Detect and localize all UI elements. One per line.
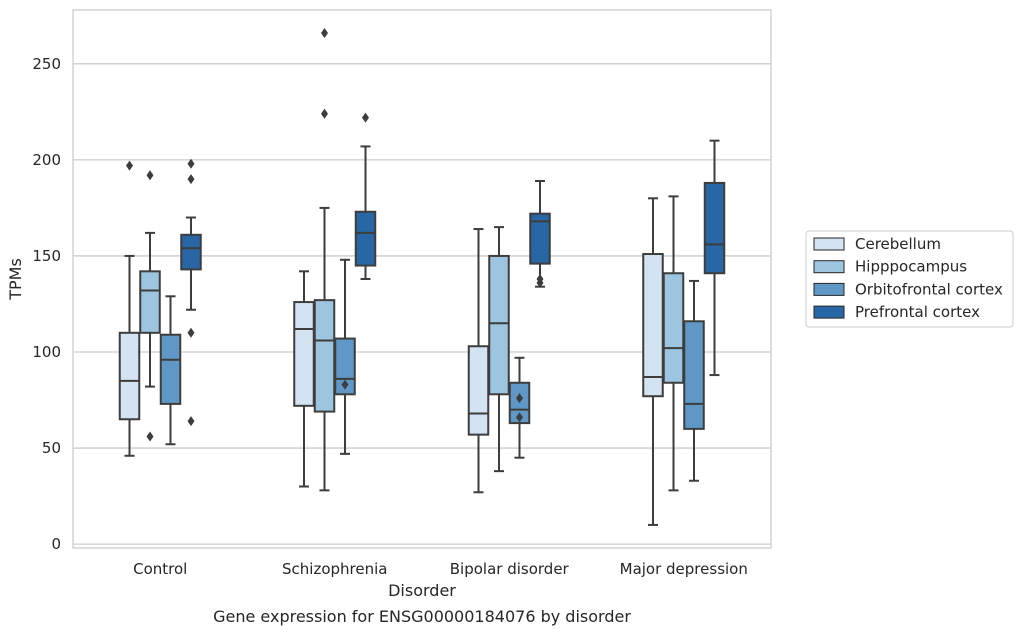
box-body xyxy=(642,253,664,398)
y-tick-label: 100 xyxy=(32,343,61,361)
legend-swatch xyxy=(813,237,845,251)
outlier-marker xyxy=(187,327,195,338)
legend-label: Prefrontal cortex xyxy=(855,303,980,321)
x-axis-title: Disorder xyxy=(388,581,456,600)
y-axis-title: TPMs xyxy=(6,258,25,301)
outlier-marker xyxy=(126,160,133,171)
box-element xyxy=(293,270,315,488)
box-body xyxy=(354,210,377,267)
box-body xyxy=(139,270,161,334)
y-tick-label: 150 xyxy=(32,247,61,265)
x-axis-ticks: Control Schizophrenia Bipolar disorder Majo… xyxy=(133,560,748,578)
x-tick-label: Control xyxy=(133,560,187,578)
outlier-marker xyxy=(341,379,349,390)
box-series xyxy=(118,28,726,526)
outlier-marker xyxy=(321,108,328,119)
box-element xyxy=(180,158,202,427)
x-tick-label: Schizophrenia xyxy=(282,560,387,578)
box-body xyxy=(159,333,182,405)
outlier-marker xyxy=(187,158,195,169)
box-body xyxy=(662,272,685,384)
box-element xyxy=(354,112,377,280)
box-body xyxy=(703,181,726,275)
box-body xyxy=(180,233,202,271)
y-tick-label: 250 xyxy=(32,55,61,73)
box-element xyxy=(642,197,664,526)
box-body xyxy=(683,320,705,430)
legend-frame xyxy=(805,230,1014,328)
box-element xyxy=(662,195,685,492)
outlier-marker xyxy=(146,431,154,442)
outlier-marker xyxy=(516,412,523,423)
box-element xyxy=(683,279,705,482)
box-element xyxy=(313,28,336,492)
outlier-marker xyxy=(362,112,369,123)
y-tick-label: 0 xyxy=(51,535,61,553)
chart-title: Gene expression for ENSG00000184076 by d… xyxy=(213,607,631,626)
box-body xyxy=(488,254,510,396)
legend-swatch xyxy=(813,260,845,274)
box-element xyxy=(508,356,531,459)
outlier-marker xyxy=(516,393,523,404)
legend-label: Hipppocampus xyxy=(855,258,967,276)
y-axis-ticks: 0 50 100 150 200 250 xyxy=(32,55,61,553)
box-body xyxy=(313,299,336,413)
box-body xyxy=(293,301,315,407)
box-element xyxy=(467,228,490,494)
legend-label: Orbitofrontal cortex xyxy=(855,280,1003,298)
box-element xyxy=(159,295,182,446)
box-element xyxy=(703,139,726,377)
legend: Cerebellum Hipppocampus Orbitofrontal cort… xyxy=(805,230,1014,328)
box-body xyxy=(118,331,141,421)
box-element xyxy=(529,180,551,288)
outlier-marker xyxy=(321,28,328,39)
x-tick-label: Bipolar disorder xyxy=(450,560,570,578)
box-body xyxy=(467,345,490,436)
box-element xyxy=(139,170,161,442)
y-tick-label: 200 xyxy=(32,151,61,169)
x-tick-label: Major depression xyxy=(620,560,748,578)
outlier-marker xyxy=(187,416,195,427)
plot-area-frame xyxy=(72,9,772,549)
outlier-marker xyxy=(536,274,544,284)
box-element xyxy=(118,160,141,457)
legend-swatch xyxy=(813,305,845,319)
legend-label: Cerebellum xyxy=(855,235,941,253)
box-body xyxy=(529,212,551,265)
y-tick-label: 50 xyxy=(42,439,61,457)
outlier-marker xyxy=(146,170,154,181)
box-element xyxy=(334,258,356,455)
box-element xyxy=(488,226,510,473)
outlier-marker xyxy=(187,174,195,185)
legend-swatch xyxy=(813,282,845,296)
box-body xyxy=(334,337,356,396)
